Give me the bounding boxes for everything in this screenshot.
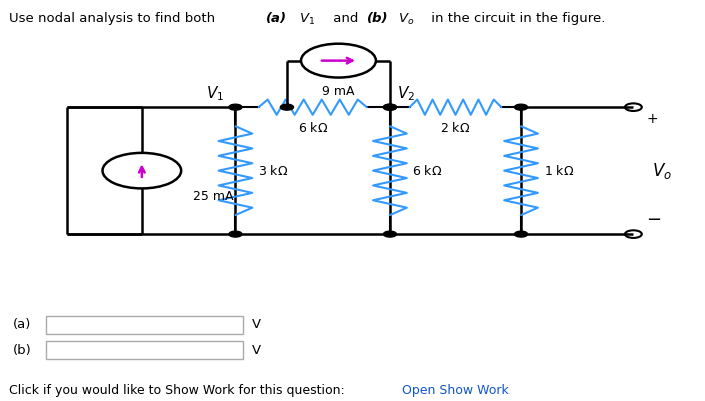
Text: and: and — [329, 12, 362, 25]
FancyBboxPatch shape — [47, 341, 243, 359]
Text: $V_1$: $V_1$ — [206, 84, 224, 103]
Text: $V_1$: $V_1$ — [299, 12, 315, 27]
Text: $V_o$: $V_o$ — [398, 12, 415, 27]
Text: $V_2$: $V_2$ — [398, 84, 415, 103]
FancyBboxPatch shape — [47, 316, 243, 334]
Text: (b): (b) — [367, 12, 388, 25]
Text: (a): (a) — [266, 12, 288, 25]
Text: 6 k$\Omega$: 6 k$\Omega$ — [298, 121, 328, 135]
Text: V: V — [252, 344, 262, 356]
Text: 1 k$\Omega$: 1 k$\Omega$ — [544, 164, 574, 178]
Circle shape — [229, 104, 242, 110]
Text: 6 k$\Omega$: 6 k$\Omega$ — [412, 164, 443, 178]
Text: in the circuit in the figure.: in the circuit in the figure. — [427, 12, 606, 25]
Text: 25 mA: 25 mA — [193, 190, 234, 203]
Circle shape — [515, 231, 527, 237]
Circle shape — [515, 104, 527, 110]
Text: Click if you would like to Show Work for this question:: Click if you would like to Show Work for… — [9, 384, 345, 397]
Text: −: − — [646, 211, 661, 229]
Text: Use nodal analysis to find both: Use nodal analysis to find both — [9, 12, 219, 25]
Circle shape — [281, 104, 293, 110]
Circle shape — [229, 231, 242, 237]
Text: (a): (a) — [13, 318, 31, 331]
Text: 3 k$\Omega$: 3 k$\Omega$ — [258, 164, 288, 178]
Text: V: V — [252, 318, 262, 331]
Circle shape — [384, 104, 396, 110]
Text: +: + — [646, 112, 658, 126]
Text: Open Show Work: Open Show Work — [402, 384, 509, 397]
Circle shape — [384, 231, 396, 237]
Text: (b): (b) — [13, 344, 32, 356]
Circle shape — [384, 104, 396, 110]
Text: 9 mA: 9 mA — [322, 85, 355, 98]
Text: $V_o$: $V_o$ — [652, 161, 672, 180]
Text: 2 k$\Omega$: 2 k$\Omega$ — [441, 121, 471, 135]
